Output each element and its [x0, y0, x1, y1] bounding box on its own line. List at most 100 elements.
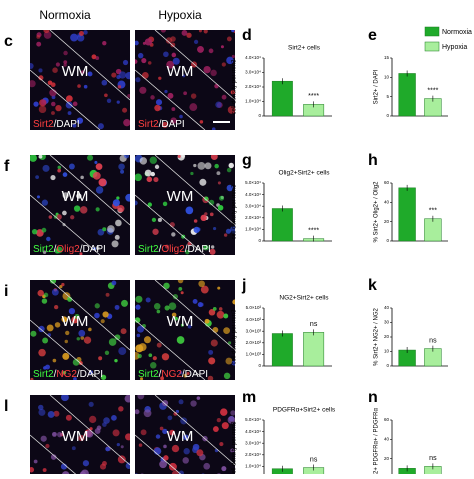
y-tick-label: 2.0×10³: [246, 340, 262, 345]
cell: [212, 226, 217, 231]
cell: [171, 52, 177, 58]
cell: [87, 71, 93, 77]
cell: [42, 250, 47, 254]
chart-title: Olig2+Sirt2+ cells: [279, 170, 331, 177]
y-tick-label: 40: [384, 437, 390, 442]
cell: [79, 206, 88, 214]
y-tick-label: 0: [258, 363, 261, 368]
cell: [198, 280, 205, 288]
micrograph-bg: [30, 30, 130, 130]
cell: [227, 341, 232, 345]
cell: [147, 202, 152, 207]
cell: [187, 324, 192, 329]
cell: [73, 377, 77, 380]
cell: [120, 328, 127, 335]
cell: [102, 41, 107, 46]
cell: [203, 30, 208, 34]
significance: ****: [308, 228, 319, 235]
cell: [97, 228, 105, 236]
cell: [162, 399, 169, 407]
cell: [68, 307, 76, 315]
cell: [163, 455, 169, 461]
y-tick-label: 30: [384, 320, 390, 325]
cell: [98, 356, 103, 361]
stain-part: Sirt2: [33, 244, 54, 255]
cell: [137, 353, 142, 359]
cell: [52, 67, 58, 73]
cell: [162, 428, 168, 435]
cell: [170, 117, 177, 124]
y-axis-label: cell density per mm3: [232, 184, 238, 240]
cell: [36, 41, 42, 47]
cell: [85, 430, 94, 438]
cell: [226, 167, 232, 173]
cell: [87, 155, 94, 161]
y-tick-label: 1.0×10⁴: [245, 464, 261, 469]
cell: [38, 105, 47, 114]
cell: [125, 462, 130, 469]
cell: [217, 181, 221, 185]
cell: [196, 449, 204, 457]
cell: [51, 111, 55, 115]
y-tick-label: 40: [384, 200, 390, 205]
cell: [197, 161, 206, 170]
cell: [203, 65, 211, 74]
stain-part: /DAPI: [77, 369, 103, 380]
cell: [88, 327, 92, 332]
cell: [183, 91, 187, 96]
y-tick-label: 4.0×10⁴: [245, 192, 261, 197]
stain-part: Olig2: [56, 244, 80, 255]
cell: [38, 404, 44, 411]
cell: [124, 155, 130, 159]
cell: [127, 94, 130, 98]
cell: [122, 107, 128, 113]
cell: [219, 195, 225, 201]
y-axis-label: % Sirt2+ Olig2+ / Olig2: [374, 181, 380, 243]
cell: [114, 304, 120, 310]
cell: [173, 412, 178, 416]
y-tick-label: 2.0×10⁴: [245, 215, 261, 220]
cell: [228, 162, 234, 169]
cell: [167, 415, 173, 421]
cell: [67, 111, 72, 115]
cell: [193, 39, 199, 45]
cell: [139, 86, 147, 94]
cell: [192, 298, 198, 304]
panel-letter: d: [242, 27, 252, 44]
cell: [45, 364, 50, 370]
y-tick-label: 4.0×10³: [246, 317, 262, 322]
cell: [193, 163, 197, 168]
cell: [118, 163, 125, 171]
cell: [38, 75, 44, 81]
cell: [99, 463, 107, 470]
micrograph: WM Sirt2/DAPI: [135, 30, 235, 130]
cell: [219, 442, 224, 447]
cell: [185, 206, 194, 215]
cell: [164, 89, 168, 94]
cell: [153, 303, 161, 310]
cell: [115, 219, 122, 227]
cell: [43, 30, 50, 34]
cell: [36, 195, 40, 199]
stain-part: NG2: [161, 369, 182, 380]
cell: [138, 443, 143, 447]
cell: [217, 286, 221, 290]
y-tick-label: 60: [384, 180, 390, 185]
cell: [50, 175, 56, 181]
y-axis-label: % Sirt2+ NG2+ / NG2: [374, 308, 380, 366]
panel-letter: h: [368, 152, 378, 169]
cell: [163, 51, 169, 58]
cell: [55, 104, 62, 112]
cell: [57, 168, 62, 173]
cell: [163, 444, 167, 449]
cell: [46, 324, 54, 332]
stain-part: /DAPI: [159, 119, 185, 130]
cell: [91, 54, 97, 60]
cell: [140, 429, 147, 436]
cell: [145, 297, 151, 303]
cell: [146, 176, 153, 183]
micrograph-bg: [135, 280, 235, 380]
significance: ns: [429, 455, 437, 462]
significance: ****: [308, 93, 319, 100]
